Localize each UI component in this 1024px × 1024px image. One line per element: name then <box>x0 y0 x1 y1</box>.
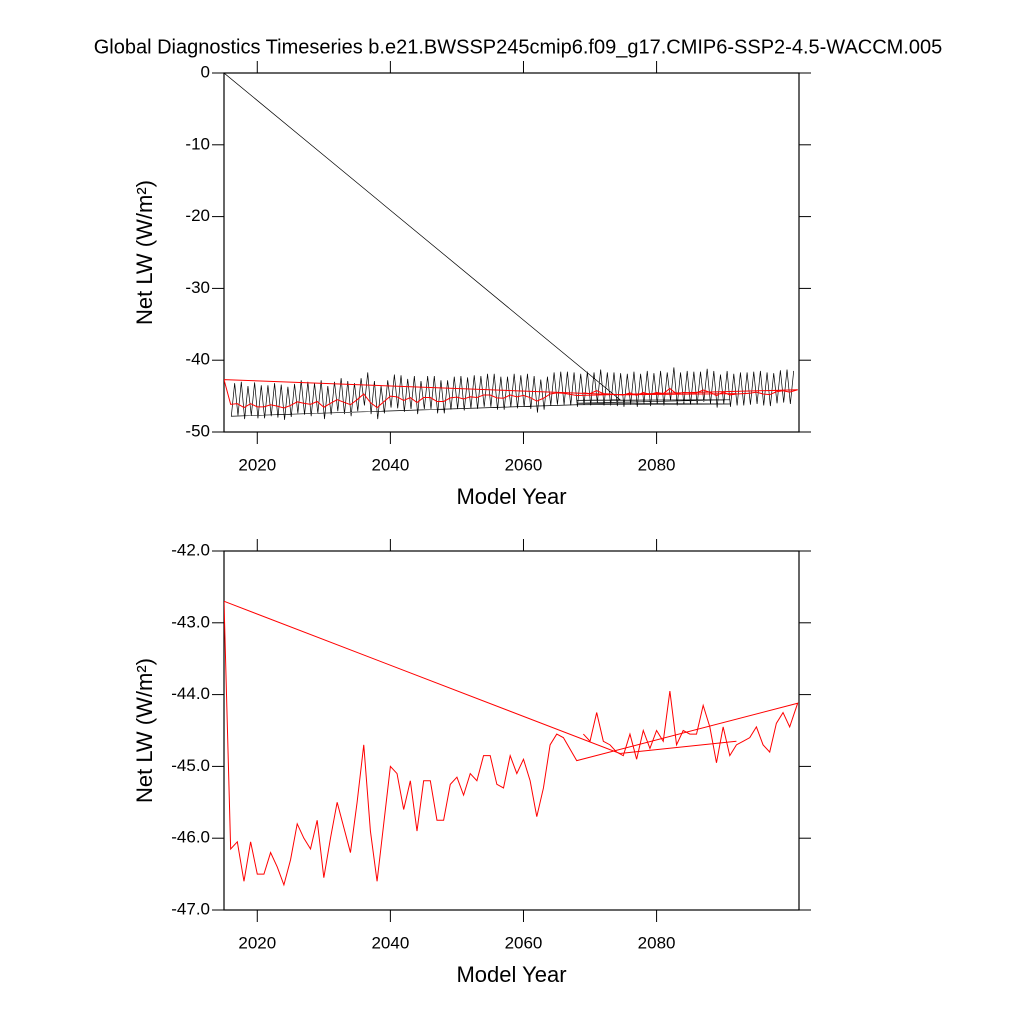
x-axis-title: Model Year <box>456 484 566 509</box>
y-tick-label: -40 <box>185 350 210 369</box>
x-tick-label: 2060 <box>505 455 543 474</box>
series-group <box>224 600 799 887</box>
x-tick-label: 2020 <box>238 933 276 952</box>
y-tick-label: -47.0 <box>171 899 210 918</box>
plot-frame <box>223 550 800 911</box>
y-tick-label: 0 <box>201 62 210 81</box>
y-axis-title: Net LW (W/m²) <box>132 658 157 803</box>
y-tick-label: -42.0 <box>171 540 210 559</box>
y-tick-label: -50 <box>185 421 210 440</box>
y-tick-label: -43.0 <box>171 612 210 631</box>
x-tick-label: 2080 <box>638 455 676 474</box>
data-line <box>224 379 798 409</box>
series-group <box>224 73 798 420</box>
y-tick-label: -30 <box>185 278 210 297</box>
plot-frame <box>223 72 800 433</box>
y-tick-label: -44.0 <box>171 684 210 703</box>
data-line <box>224 600 799 887</box>
y-tick-label: -45.0 <box>171 756 210 775</box>
x-tick-label: 2040 <box>371 933 409 952</box>
x-tick-label: 2020 <box>238 455 276 474</box>
data-line <box>224 73 795 420</box>
x-tick-label: 2080 <box>638 933 676 952</box>
y-tick-label: -10 <box>185 134 210 153</box>
y-tick-label: -46.0 <box>171 828 210 847</box>
x-axis-title: Model Year <box>456 962 566 987</box>
x-tick-label: 2060 <box>505 933 543 952</box>
y-axis-title: Net LW (W/m²) <box>132 180 157 325</box>
x-tick-label: 2040 <box>371 455 409 474</box>
y-tick-label: -20 <box>185 206 210 225</box>
chart-title: Global Diagnostics Timeseries b.e21.BWSS… <box>94 36 943 58</box>
